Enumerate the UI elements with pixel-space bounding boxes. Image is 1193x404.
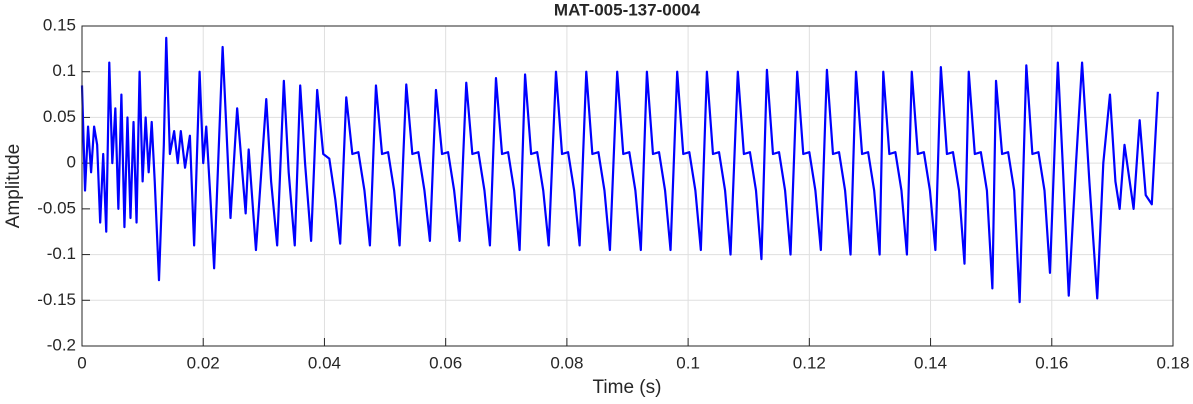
y-tick-label: -0.1	[47, 244, 76, 263]
x-tick-label: 0.06	[429, 353, 462, 372]
x-tick-label: 0.18	[1156, 353, 1189, 372]
chart-title: MAT-005-137-0004	[554, 0, 701, 19]
y-tick-label: -0.2	[47, 335, 76, 354]
y-tick-label: 0	[67, 153, 76, 172]
y-tick-label: 0.05	[43, 107, 76, 126]
x-tick-label: 0.12	[793, 353, 826, 372]
x-tick-label: 0.1	[676, 353, 700, 372]
x-tick-label: 0	[77, 353, 86, 372]
y-tick-label: 0.15	[43, 15, 76, 34]
x-tick-label: 0.14	[914, 353, 947, 372]
x-tick-label: 0.04	[308, 353, 341, 372]
plot-frame	[81, 25, 1174, 347]
x-tick-label: 0.08	[550, 353, 583, 372]
x-tick-label: 0.02	[187, 353, 220, 372]
y-tick-label: -0.05	[37, 198, 76, 217]
y-axis-label: Amplitude	[3, 144, 24, 229]
x-tick-label: 0.16	[1035, 353, 1068, 372]
y-tick-label: 0.1	[52, 61, 76, 80]
x-axis-label: Time (s)	[593, 377, 662, 398]
y-tick-label: -0.15	[37, 290, 76, 309]
line-series	[80, 36, 1159, 304]
